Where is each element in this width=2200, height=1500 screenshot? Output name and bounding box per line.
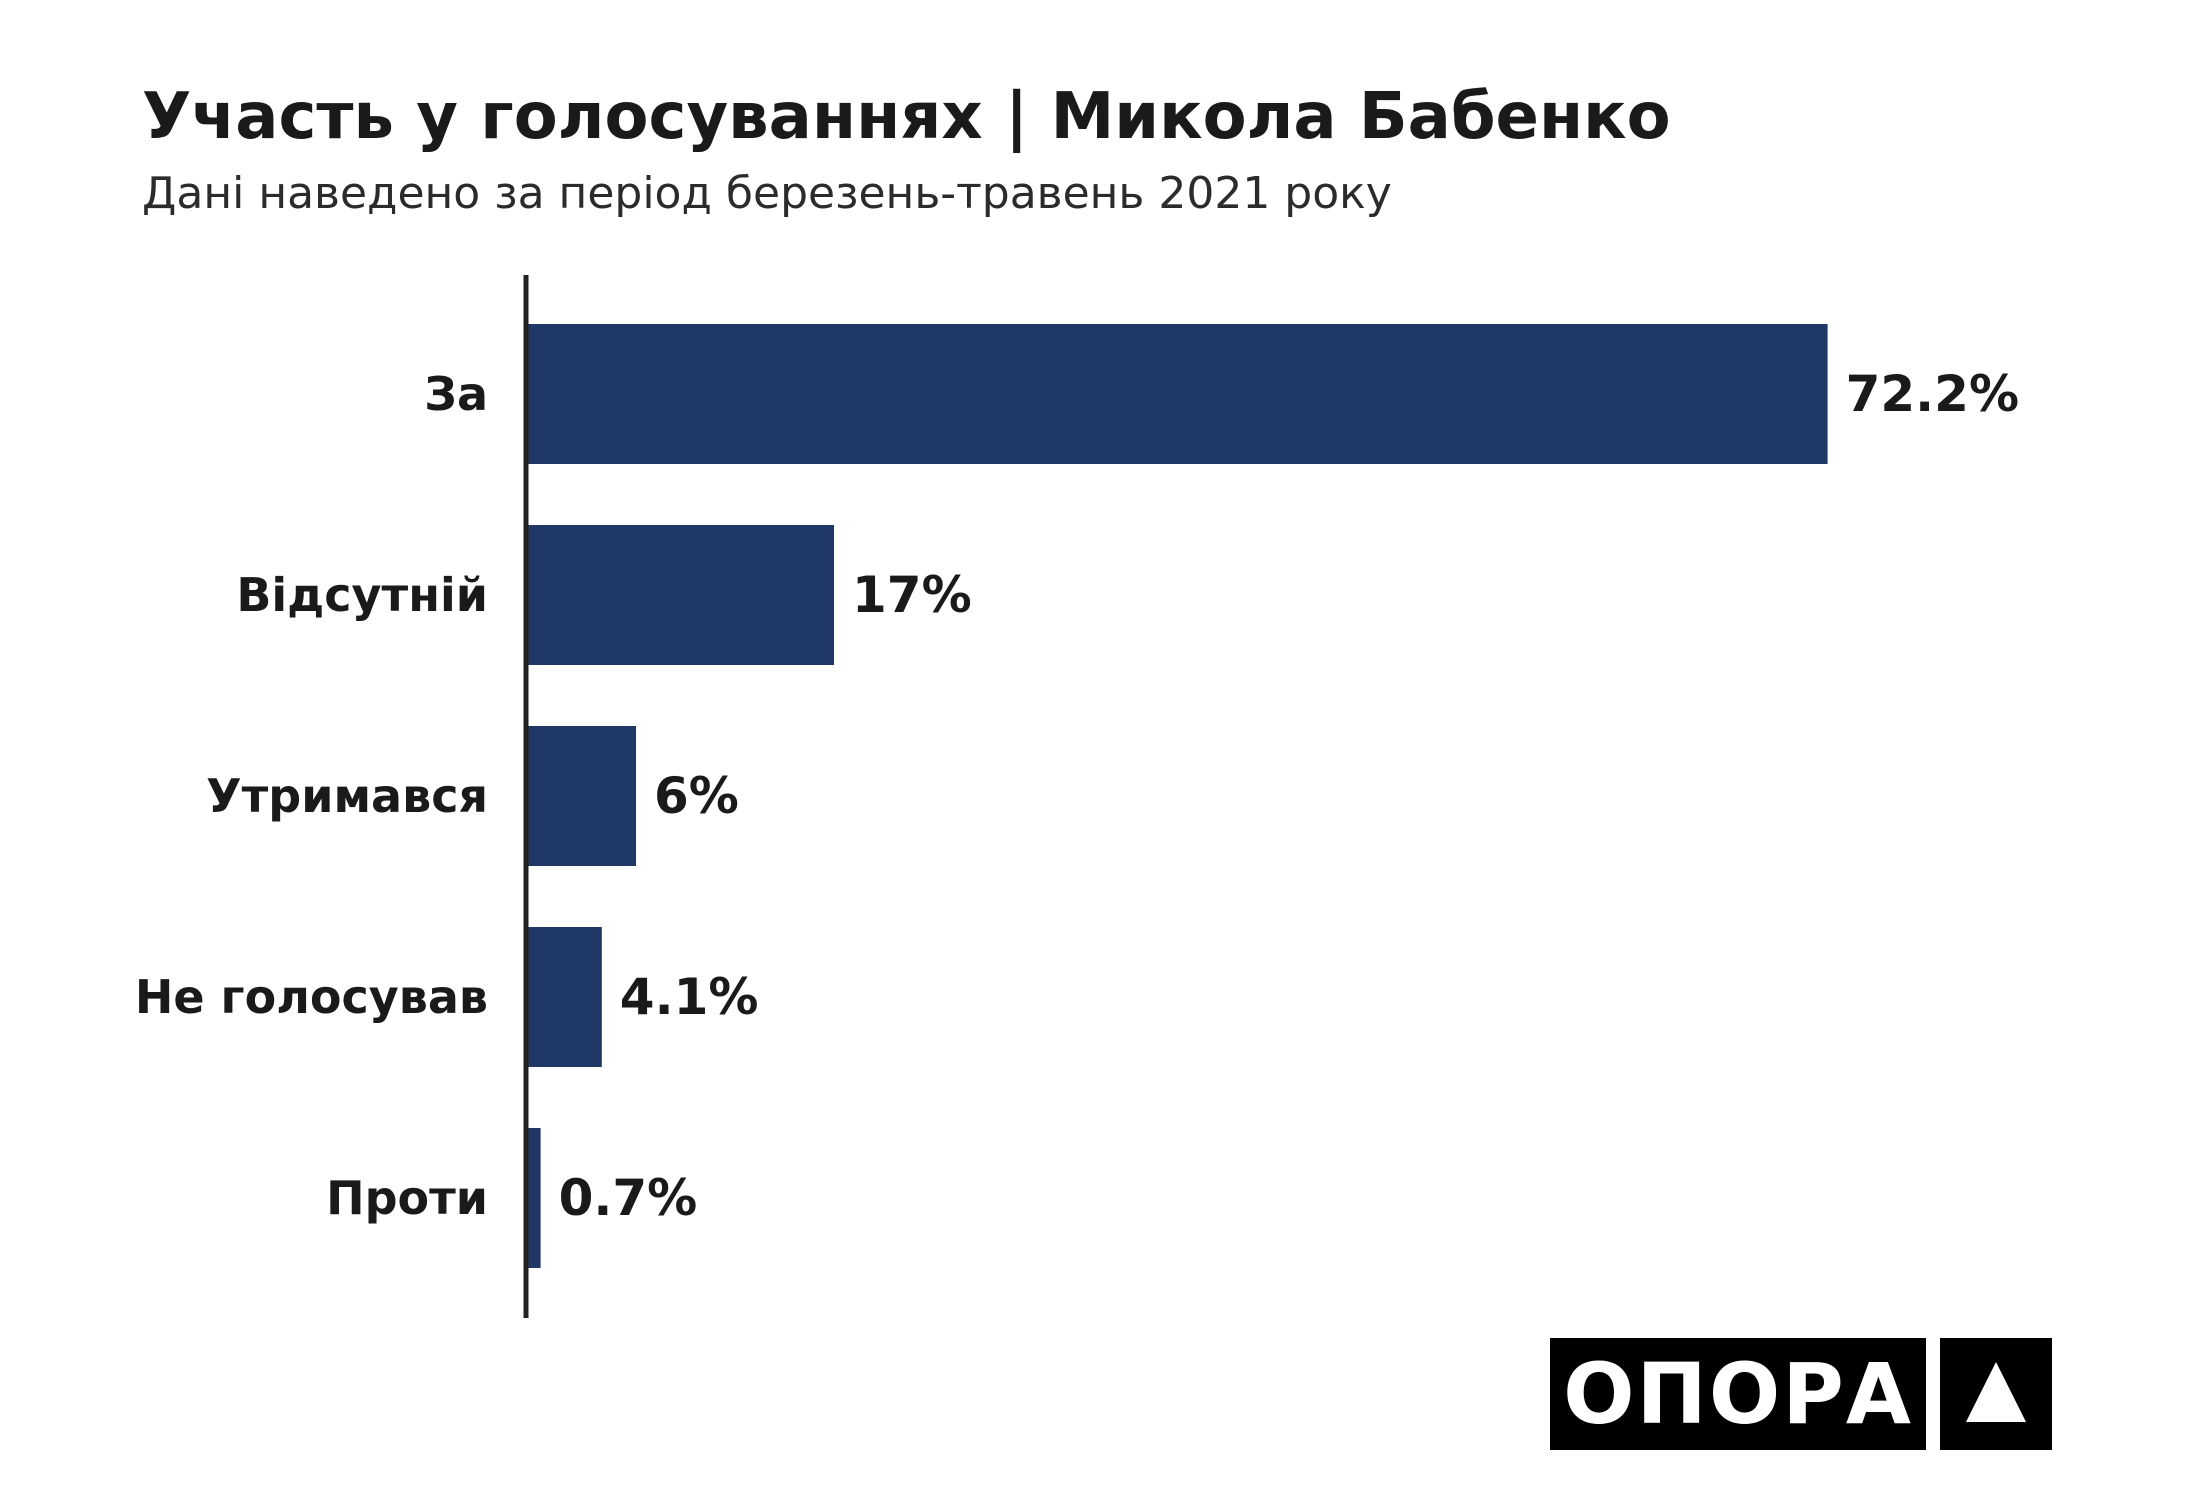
category-label-1: Відсутній (236, 568, 488, 622)
value-label-1: 17% (852, 566, 972, 624)
chart-title: Участь у голосуваннях | Микола Бабенко (142, 80, 1671, 154)
triangle-icon (1940, 1338, 2052, 1450)
bar-0 (528, 324, 1828, 464)
category-label-3: Не голосував (135, 970, 488, 1024)
category-label-4: Проти (326, 1171, 488, 1225)
category-label-2: Утримався (206, 769, 488, 823)
value-label-0: 72.2% (1846, 365, 2019, 423)
chart-subtitle: Дані наведено за період березень-травень… (142, 168, 1392, 219)
bar-4 (528, 1128, 541, 1268)
logo-wordmark: ОПОРА (1550, 1338, 1926, 1450)
opora-logo: ОПОРА (1550, 1338, 2052, 1450)
bar-2 (528, 726, 636, 866)
bar-3 (528, 927, 602, 1067)
value-label-4: 0.7% (559, 1169, 698, 1227)
value-label-3: 4.1% (620, 968, 759, 1026)
bar-1 (528, 525, 834, 665)
category-label-0: За (424, 367, 488, 421)
value-label-2: 6% (654, 767, 739, 825)
